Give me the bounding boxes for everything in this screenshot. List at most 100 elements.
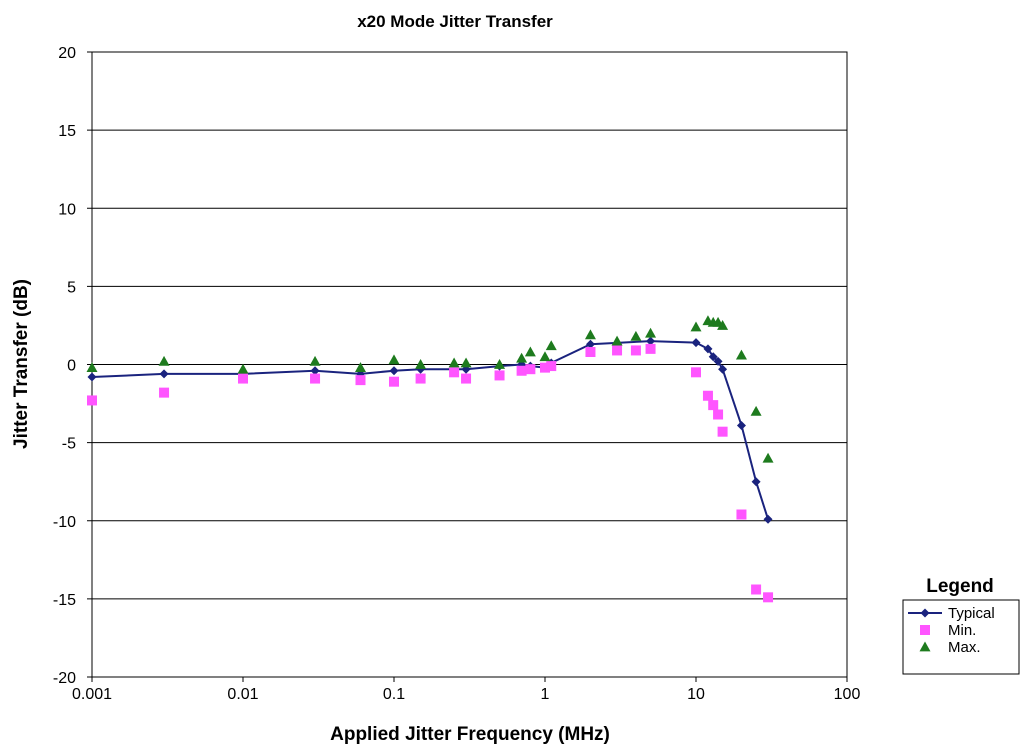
data-point — [630, 330, 642, 341]
data-point — [86, 362, 98, 373]
legend-label: Min. — [948, 622, 976, 639]
data-point — [645, 343, 656, 354]
data-point — [763, 592, 774, 603]
legend-item: Typical — [908, 605, 995, 622]
data-point — [461, 373, 472, 384]
data-point — [736, 420, 746, 430]
data-point — [158, 355, 170, 366]
data-point — [310, 373, 321, 384]
data-point — [460, 357, 472, 368]
data-point — [691, 338, 701, 348]
data-point — [309, 355, 321, 366]
data-point — [736, 509, 747, 520]
data-point — [494, 370, 505, 381]
data-point — [718, 364, 728, 374]
y-tick-label: -10 — [53, 514, 76, 531]
data-point — [159, 369, 169, 379]
y-tick-label: 10 — [58, 201, 76, 218]
data-point — [611, 335, 623, 346]
data-point — [646, 336, 656, 346]
data-point — [355, 362, 367, 373]
data-point — [762, 452, 774, 463]
x-tick-label: 0.001 — [72, 686, 112, 703]
data-point — [87, 372, 97, 382]
x-tick-label: 0.1 — [383, 686, 405, 703]
legend-item: Max. — [919, 639, 981, 656]
data-point — [448, 357, 460, 368]
y-axis-ticks: -20 -15 -10 -5 0 5 10 15 20 — [53, 45, 92, 687]
y-axis-title: Jitter Transfer (dB) — [11, 279, 32, 449]
data-point — [612, 345, 623, 356]
y-tick-label: 5 — [67, 279, 76, 296]
data-point — [525, 364, 536, 375]
data-point — [389, 376, 399, 387]
data-point — [388, 354, 400, 365]
data-point — [691, 367, 701, 378]
data-point — [415, 373, 426, 384]
data-point — [539, 351, 551, 362]
data-point — [735, 349, 747, 360]
data-point — [585, 339, 595, 349]
x-tick-label: 10 — [687, 686, 705, 703]
data-point — [415, 359, 427, 369]
x-tick-label: 0.01 — [227, 686, 258, 703]
data-point — [516, 365, 527, 376]
series-layer — [86, 315, 774, 603]
data-point — [763, 514, 773, 524]
data-point — [238, 373, 248, 384]
data-point — [751, 477, 761, 487]
gridlines — [92, 129, 847, 600]
data-point — [708, 400, 719, 411]
y-tick-label: -20 — [53, 670, 76, 687]
data-point — [87, 395, 97, 406]
data-point — [546, 361, 557, 372]
data-point — [703, 344, 713, 354]
data-point — [389, 366, 399, 376]
x-axis-ticks: 0.001 0.01 0.1 1 10 100 — [72, 677, 860, 703]
y-tick-label: 20 — [58, 45, 76, 62]
data-point — [717, 319, 729, 330]
data-point — [540, 362, 550, 373]
data-point — [494, 359, 506, 369]
series-max — [86, 315, 774, 463]
y-tick-label: 0 — [67, 358, 76, 375]
legend-marker — [920, 625, 930, 635]
data-point — [713, 356, 723, 366]
data-point — [630, 345, 641, 356]
x-tick-label: 100 — [834, 686, 861, 703]
legend-label: Max. — [948, 639, 981, 656]
y-tick-label: 15 — [58, 123, 76, 140]
data-point — [713, 409, 724, 420]
data-point — [584, 329, 596, 340]
data-point — [750, 405, 762, 416]
data-point — [237, 363, 249, 374]
x-tick-label: 1 — [541, 686, 550, 703]
data-point — [524, 346, 536, 357]
y-tick-label: -5 — [62, 436, 76, 453]
data-point — [310, 366, 320, 376]
data-point — [751, 584, 762, 595]
series-min — [87, 343, 774, 603]
data-point — [159, 387, 170, 398]
data-point — [717, 426, 728, 437]
chart-title: x20 Mode Jitter Transfer — [357, 12, 553, 31]
data-point — [645, 327, 657, 338]
legend-label: Typical — [948, 605, 995, 622]
data-point — [690, 321, 702, 332]
legend-title: Legend — [926, 576, 994, 597]
data-point — [355, 375, 366, 386]
data-point — [702, 390, 713, 401]
legend-marker — [919, 641, 931, 652]
legend-item: Min. — [920, 622, 976, 639]
legend-marker — [920, 608, 930, 618]
data-point — [585, 347, 596, 357]
data-point — [516, 352, 528, 363]
data-point — [449, 367, 460, 378]
data-point — [708, 352, 718, 362]
x-axis-title: Applied Jitter Frequency (MHz) — [330, 724, 610, 745]
data-point — [545, 340, 557, 351]
y-tick-label: -15 — [53, 592, 76, 609]
